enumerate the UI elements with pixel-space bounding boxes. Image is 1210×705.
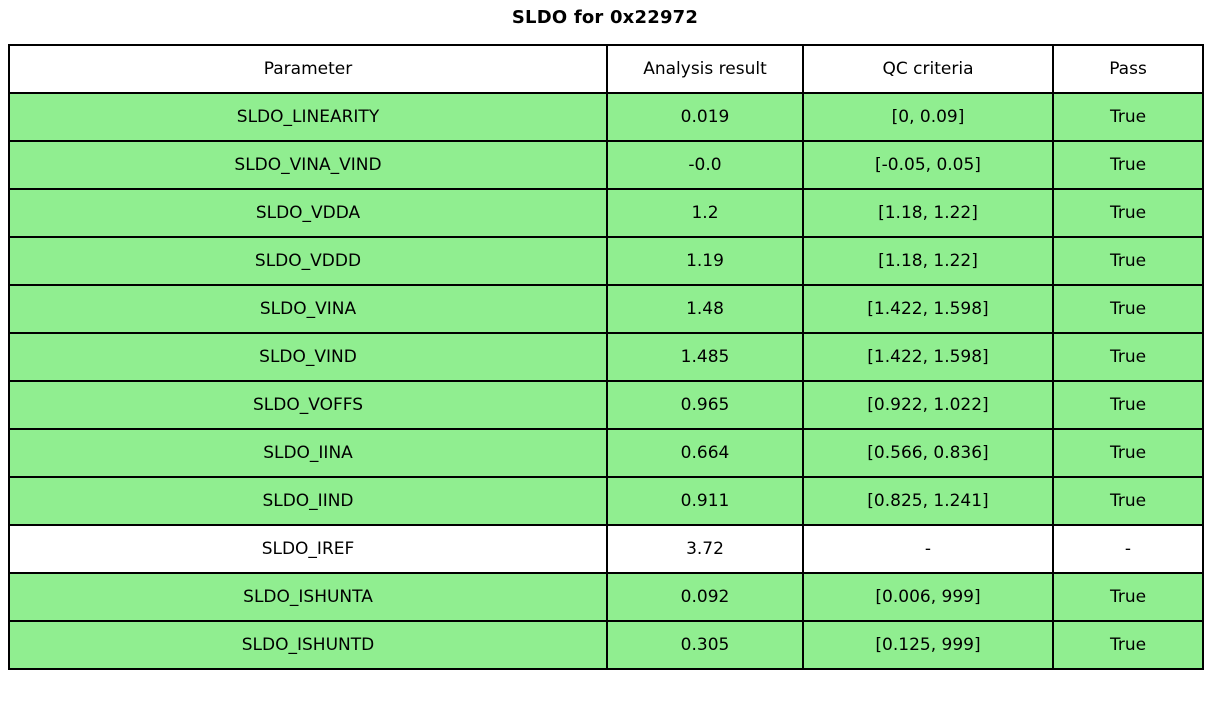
cell-qc-criteria: [1.18, 1.22] [802, 188, 1054, 238]
figure-title: SLDO for 0x22972 [511, 7, 699, 28]
cell-pass: True [1052, 284, 1204, 334]
table-row: SLDO_LINEARITY 0.019 [0, 0.09] True [8, 92, 1204, 142]
cell-analysis-result: 1.485 [606, 332, 804, 382]
cell-pass: True [1052, 92, 1204, 142]
col-header-parameter: Parameter [8, 44, 608, 94]
cell-pass: True [1052, 140, 1204, 190]
cell-parameter: SLDO_VDDA [8, 188, 608, 238]
cell-analysis-result: -0.0 [606, 140, 804, 190]
table-row: SLDO_IINA 0.664 [0.566, 0.836] True [8, 428, 1204, 478]
cell-pass: True [1052, 188, 1204, 238]
table-row: SLDO_VDDD 1.19 [1.18, 1.22] True [8, 236, 1204, 286]
cell-qc-criteria: [-0.05, 0.05] [802, 140, 1054, 190]
table-row: SLDO_ISHUNTA 0.092 [0.006, 999] True [8, 572, 1204, 622]
col-header-qc-criteria: QC criteria [802, 44, 1054, 94]
table-row: SLDO_VOFFS 0.965 [0.922, 1.022] True [8, 380, 1204, 430]
cell-analysis-result: 0.664 [606, 428, 804, 478]
col-header-pass: Pass [1052, 44, 1204, 94]
table-row: SLDO_VDDA 1.2 [1.18, 1.22] True [8, 188, 1204, 238]
cell-qc-criteria: [0.922, 1.022] [802, 380, 1054, 430]
cell-parameter: SLDO_ISHUNTA [8, 572, 608, 622]
cell-analysis-result: 1.2 [606, 188, 804, 238]
cell-parameter: SLDO_IREF [8, 524, 608, 574]
col-header-analysis-result: Analysis result [606, 44, 804, 94]
cell-analysis-result: 0.305 [606, 620, 804, 670]
header-row: Parameter Analysis result QC criteria Pa… [8, 44, 1204, 94]
cell-parameter: SLDO_LINEARITY [8, 92, 608, 142]
table-row: SLDO_VINA 1.48 [1.422, 1.598] True [8, 284, 1204, 334]
cell-pass: True [1052, 380, 1204, 430]
cell-parameter: SLDO_VIND [8, 332, 608, 382]
cell-parameter: SLDO_VDDD [8, 236, 608, 286]
cell-analysis-result: 0.092 [606, 572, 804, 622]
table-row: SLDO_VIND 1.485 [1.422, 1.598] True [8, 332, 1204, 382]
cell-qc-criteria: [1.18, 1.22] [802, 236, 1054, 286]
cell-parameter: SLDO_IIND [8, 476, 608, 526]
cell-pass: True [1052, 236, 1204, 286]
cell-pass: True [1052, 428, 1204, 478]
cell-parameter: SLDO_VINA_VIND [8, 140, 608, 190]
cell-qc-criteria: [0.125, 999] [802, 620, 1054, 670]
sldo-qc-table: Parameter Analysis result QC criteria Pa… [8, 44, 1204, 670]
cell-qc-criteria: [1.422, 1.598] [802, 332, 1054, 382]
table-row: SLDO_IREF 3.72- - [8, 524, 1204, 574]
table-row: SLDO_VINA_VIND -0.0 [-0.05, 0.05] True [8, 140, 1204, 190]
table-row: SLDO_ISHUNTD 0.305 [0.125, 999] True [8, 620, 1204, 670]
cell-pass: True [1052, 476, 1204, 526]
cell-pass: True [1052, 620, 1204, 670]
cell-analysis-result: 1.19 [606, 236, 804, 286]
cell-parameter: SLDO_VINA [8, 284, 608, 334]
cell-qc-criteria: [0.825, 1.241] [802, 476, 1054, 526]
table-row: SLDO_IIND 0.911 [0.825, 1.241] True [8, 476, 1204, 526]
cell-qc-criteria: - [802, 524, 1054, 574]
cell-parameter: SLDO_ISHUNTD [8, 620, 608, 670]
cell-qc-criteria: [0, 0.09] [802, 92, 1054, 142]
cell-analysis-result: 0.965 [606, 380, 804, 430]
cell-parameter: SLDO_IINA [8, 428, 608, 478]
cell-analysis-result: 3.72 [606, 524, 804, 574]
cell-analysis-result: 1.48 [606, 284, 804, 334]
cell-analysis-result: 0.911 [606, 476, 804, 526]
cell-qc-criteria: [1.422, 1.598] [802, 284, 1054, 334]
cell-qc-criteria: [0.566, 0.836] [802, 428, 1054, 478]
cell-parameter: SLDO_VOFFS [8, 380, 608, 430]
cell-pass: - [1052, 524, 1204, 574]
cell-qc-criteria: [0.006, 999] [802, 572, 1054, 622]
cell-pass: True [1052, 332, 1204, 382]
cell-analysis-result: 0.019 [606, 92, 804, 142]
cell-pass: True [1052, 572, 1204, 622]
